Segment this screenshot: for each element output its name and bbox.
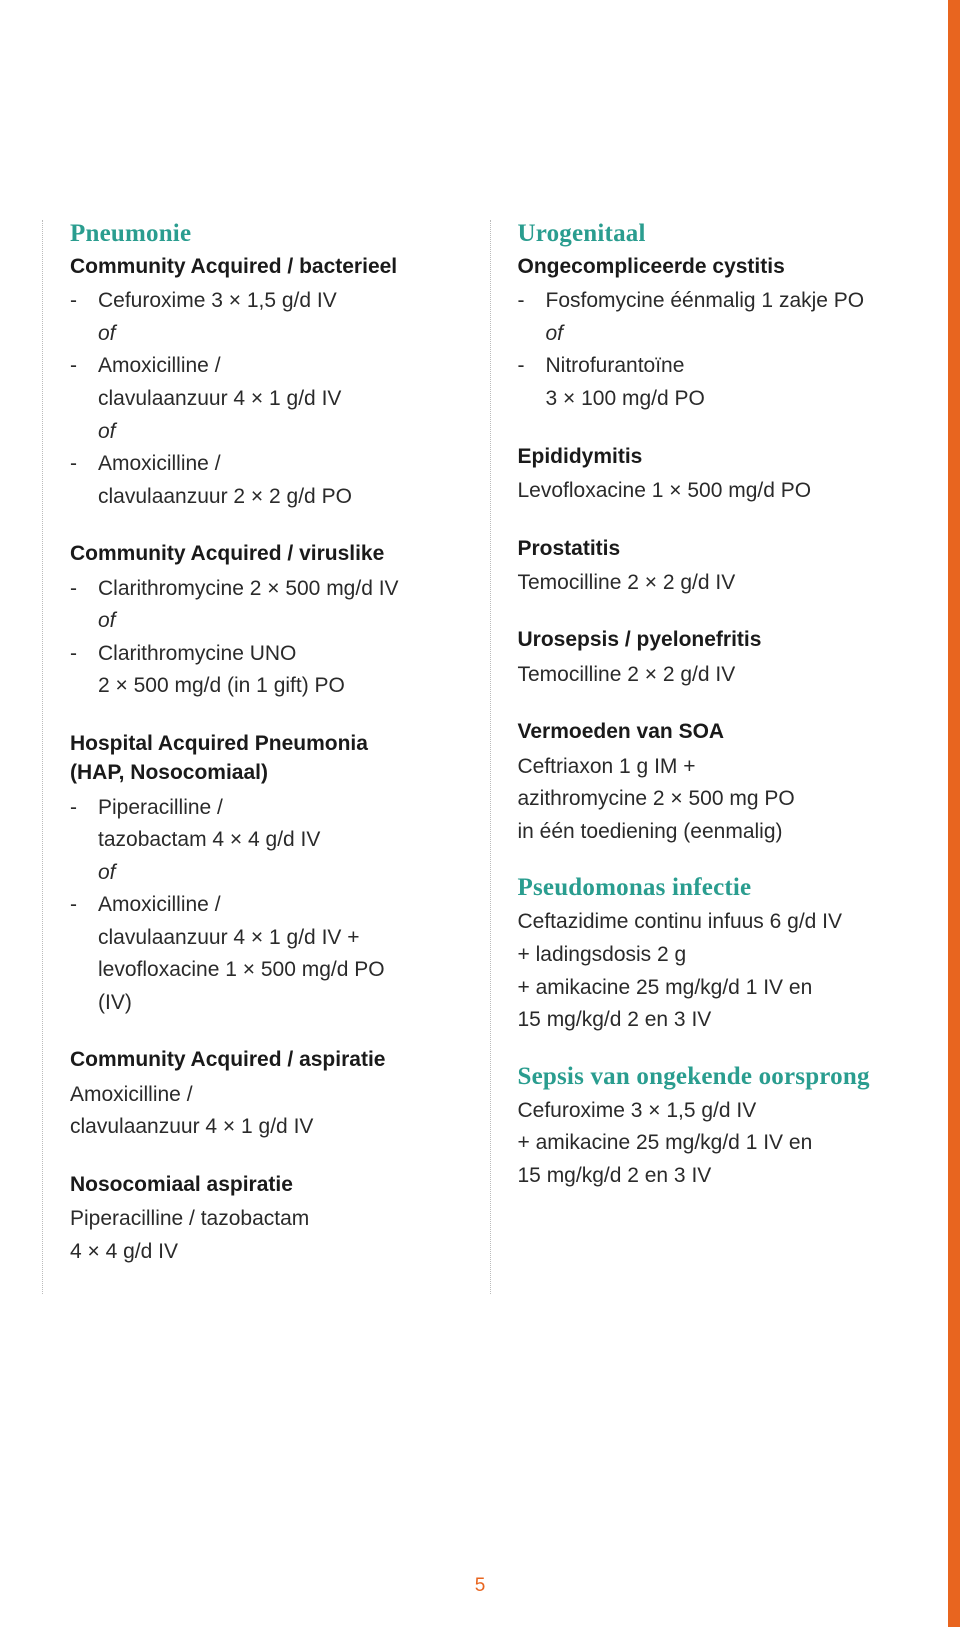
text-line: 15 mg/kg/d 2 en 3 IV — [518, 1160, 911, 1193]
section-nosocomiaal: Nosocomiaal aspiratie Piperacilline / ta… — [70, 1170, 463, 1268]
text-line: clavulaanzuur 4 × 1 g/d IV — [70, 1111, 463, 1144]
subheading-urosepsis: Urosepsis / pyelonefritis — [518, 625, 911, 654]
dash-icon: - — [70, 285, 98, 318]
bullet-text: Fosfomycine éénmalig 1 zakje PO — [546, 285, 911, 318]
page-number: 5 — [475, 1575, 486, 1597]
heading-sepsis: Sepsis van ongekende oorsprong — [518, 1063, 911, 1091]
heading-urogenitaal: Urogenitaal — [518, 220, 911, 248]
text-line: azithromycine 2 × 500 mg PO — [518, 783, 911, 816]
section-pseudomonas: Pseudomonas infectie Ceftazidime continu… — [518, 874, 911, 1036]
text-line: Temocilline 2 × 2 g/d IV — [518, 567, 911, 600]
section-sepsis: Sepsis van ongekende oorsprong Cefuroxim… — [518, 1063, 911, 1193]
continuation-line: (IV) — [70, 987, 463, 1020]
bullet-item: -Amoxicilline / — [70, 448, 463, 481]
section-pneumonie: Pneumonie Community Acquired / bacteriee… — [70, 220, 463, 513]
bullet-item: -Cefuroxime 3 × 1,5 g/d IV — [70, 285, 463, 318]
bullet-item: -Amoxicilline / — [70, 889, 463, 922]
section-urogenitaal: Urogenitaal Ongecompliceerde cystitis -F… — [518, 220, 911, 416]
section-urosepsis: Urosepsis / pyelonefritis Temocilline 2 … — [518, 625, 911, 691]
bullet-text: Clarithromycine 2 × 500 mg/d IV — [98, 573, 463, 606]
section-soa: Vermoeden van SOA Ceftriaxon 1 g IM + az… — [518, 717, 911, 848]
section-cav: Community Acquired / viruslike -Clarithr… — [70, 539, 463, 703]
subheading-caa: Community Acquired / aspiratie — [70, 1045, 463, 1074]
text-line: + amikacine 25 mg/kg/d 1 IV en — [518, 972, 911, 1005]
dash-icon: - — [70, 792, 98, 825]
dash-icon: - — [518, 285, 546, 318]
dash-icon: - — [70, 350, 98, 383]
dash-icon: - — [70, 638, 98, 671]
bullet-item: -Clarithromycine 2 × 500 mg/d IV — [70, 573, 463, 606]
bullet-item: -Piperacilline / — [70, 792, 463, 825]
bullet-text: Amoxicilline / — [98, 889, 463, 922]
dash-icon: - — [70, 573, 98, 606]
text-line: Levofloxacine 1 × 500 mg/d PO — [518, 475, 911, 508]
bullet-text: Nitrofurantoïne — [546, 350, 911, 383]
text-line: Temocilline 2 × 2 g/d IV — [518, 659, 911, 692]
dash-icon: - — [70, 448, 98, 481]
heading-pseudomonas: Pseudomonas infectie — [518, 874, 911, 902]
subheading-cystitis: Ongecompliceerde cystitis — [518, 252, 911, 281]
subheading-hap-b: (HAP, Nosocomiaal) — [70, 758, 463, 787]
document-page: Pneumonie Community Acquired / bacteriee… — [0, 0, 960, 1627]
continuation-line: tazobactam 4 × 4 g/d IV — [70, 824, 463, 857]
heading-pneumonie: Pneumonie — [70, 220, 463, 248]
bullet-item: -Amoxicilline / — [70, 350, 463, 383]
text-line: + amikacine 25 mg/kg/d 1 IV en — [518, 1127, 911, 1160]
bullet-text: Amoxicilline / — [98, 448, 463, 481]
of-separator: of — [70, 605, 463, 638]
left-column: Pneumonie Community Acquired / bacteriee… — [70, 220, 463, 1294]
dash-icon: - — [70, 889, 98, 922]
subheading-prostatitis: Prostatitis — [518, 534, 911, 563]
text-line: in één toediening (eenmalig) — [518, 816, 911, 849]
text-line: Ceftazidime continu infuus 6 g/d IV — [518, 906, 911, 939]
continuation-line: clavulaanzuur 4 × 1 g/d IV — [70, 383, 463, 416]
bullet-item: -Clarithromycine UNO — [70, 638, 463, 671]
of-separator: of — [70, 416, 463, 449]
content-columns: Pneumonie Community Acquired / bacteriee… — [70, 220, 910, 1294]
section-epididymitis: Epididymitis Levofloxacine 1 × 500 mg/d … — [518, 442, 911, 508]
subheading-nos: Nosocomiaal aspiratie — [70, 1170, 463, 1199]
bullet-item: -Fosfomycine éénmalig 1 zakje PO — [518, 285, 911, 318]
right-edge-bar — [948, 0, 960, 1627]
text-line: 15 mg/kg/d 2 en 3 IV — [518, 1004, 911, 1037]
text-line: Piperacilline / tazobactam — [70, 1203, 463, 1236]
section-prostatitis: Prostatitis Temocilline 2 × 2 g/d IV — [518, 534, 911, 600]
continuation-line: clavulaanzuur 2 × 2 g/d PO — [70, 481, 463, 514]
bullet-text: Piperacilline / — [98, 792, 463, 825]
section-caa: Community Acquired / aspiratie Amoxicill… — [70, 1045, 463, 1143]
text-line: Ceftriaxon 1 g IM + — [518, 751, 911, 784]
continuation-line: clavulaanzuur 4 × 1 g/d IV + — [70, 922, 463, 955]
subheading-cav: Community Acquired / viruslike — [70, 539, 463, 568]
bullet-text: Cefuroxime 3 × 1,5 g/d IV — [98, 285, 463, 318]
text-line: Amoxicilline / — [70, 1079, 463, 1112]
text-line: Cefuroxime 3 × 1,5 g/d IV — [518, 1095, 911, 1128]
bullet-item: -Nitrofurantoïne — [518, 350, 911, 383]
continuation-line: 3 × 100 mg/d PO — [518, 383, 911, 416]
of-separator: of — [70, 318, 463, 351]
right-column: Urogenitaal Ongecompliceerde cystitis -F… — [518, 220, 911, 1294]
text-line: + ladingsdosis 2 g — [518, 939, 911, 972]
bullet-text: Amoxicilline / — [98, 350, 463, 383]
subheading-cab: Community Acquired / bacterieel — [70, 252, 463, 281]
of-separator: of — [70, 857, 463, 890]
of-separator: of — [518, 318, 911, 351]
dash-icon: - — [518, 350, 546, 383]
subheading-hap-a: Hospital Acquired Pneumonia — [70, 729, 463, 758]
subheading-soa: Vermoeden van SOA — [518, 717, 911, 746]
text-line: 4 × 4 g/d IV — [70, 1236, 463, 1269]
continuation-line: 2 × 500 mg/d (in 1 gift) PO — [70, 670, 463, 703]
bullet-text: Clarithromycine UNO — [98, 638, 463, 671]
section-hap: Hospital Acquired Pneumonia (HAP, Nosoco… — [70, 729, 463, 1020]
subheading-epididymitis: Epididymitis — [518, 442, 911, 471]
continuation-line: levofloxacine 1 × 500 mg/d PO — [70, 954, 463, 987]
